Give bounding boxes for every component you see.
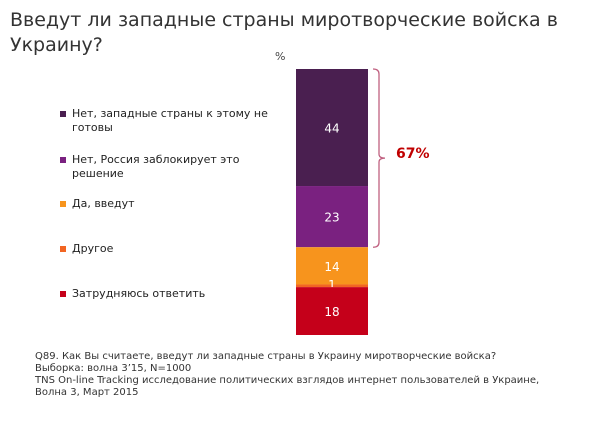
data-label: 44 <box>324 122 339 136</box>
legend-marker <box>60 111 66 117</box>
legend-item: Затрудняюсь ответить <box>60 287 270 301</box>
data-label: 18 <box>324 305 339 319</box>
bar-segment <box>296 69 368 187</box>
bar-segment <box>296 247 368 285</box>
legend-marker <box>60 201 66 207</box>
data-label: 1 <box>328 278 336 292</box>
footnote-line: TNS On-line Tracking исследование полити… <box>35 375 540 386</box>
footnote-line: Q89. Как Вы считаете, введут ли западные… <box>35 351 497 362</box>
legend-item: Нет, западные страны к этому не готовы <box>60 107 270 135</box>
bar-segment <box>296 287 368 335</box>
legend-label: Да, введут <box>72 197 135 210</box>
bracket <box>372 68 386 248</box>
legend-label: Нет, западные страны к этому не готовы <box>72 107 268 134</box>
data-label: 23 <box>324 211 339 225</box>
chart-title: Введут ли западные страны миротворческие… <box>10 9 558 56</box>
legend-label: Нет, Россия заблокирует это решение <box>72 153 240 180</box>
footnote: Q89. Как Вы считаете, введут ли западные… <box>35 351 539 399</box>
legend-item: Другое <box>60 242 270 256</box>
legend-label: Затрудняюсь ответить <box>72 287 206 300</box>
footnote-line: Волна 3, Март 2015 <box>35 387 139 398</box>
bar-segment <box>296 186 368 248</box>
unit-label: % <box>275 50 286 63</box>
bar-segment <box>296 284 368 288</box>
legend-label: Другое <box>72 242 114 255</box>
data-label: 14 <box>324 260 339 274</box>
legend-marker <box>60 157 66 163</box>
legend-item: Да, введут <box>60 197 270 211</box>
footnote-line: Выборка: волна 3’15, N=1000 <box>35 363 192 374</box>
legend-marker <box>60 246 66 252</box>
bracket-label: 67% <box>396 146 430 162</box>
legend-marker <box>60 291 66 297</box>
legend-item: Нет, Россия заблокирует это решение <box>60 153 270 181</box>
